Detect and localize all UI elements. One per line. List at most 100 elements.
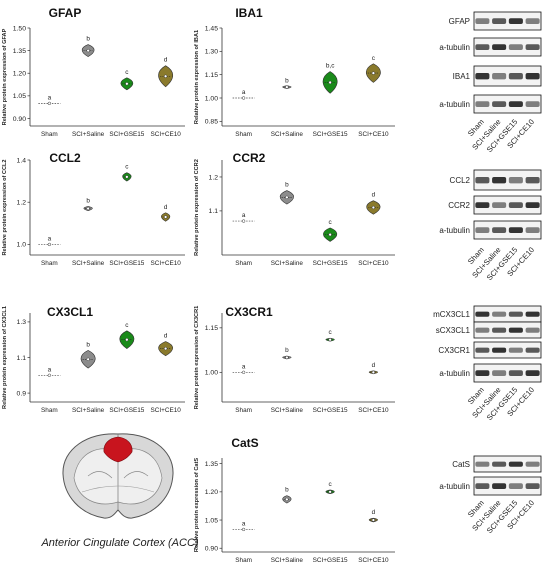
- blot-band: [525, 327, 540, 333]
- significance-letter: c: [125, 164, 129, 171]
- significance-letter: d: [372, 509, 376, 516]
- western-blot-2: CCL2CCR2a-tubulinShamSCI+SalineSCI+GSE15…: [439, 169, 542, 282]
- data-point: [285, 355, 289, 360]
- significance-letter: c: [329, 219, 333, 226]
- western-blot-3: mCX3CL1sCX3CL1CX3CR1a-tubulinShamSCI+Sal…: [433, 305, 542, 422]
- blot-row-frame: [473, 94, 542, 114]
- y-axis-label: Relative protein expression of GFAP: [2, 28, 8, 125]
- significance-letter: a: [242, 89, 246, 96]
- significance-letter: b: [285, 182, 289, 189]
- blot-band: [508, 101, 523, 108]
- blot-row-label: IBA1: [453, 72, 471, 81]
- x-tick-label: SCI+GSE15: [313, 131, 348, 138]
- data-point: [371, 518, 376, 522]
- y-tick-label: 1.2: [17, 200, 27, 207]
- blot-row-label: a-tubulin: [439, 100, 470, 109]
- y-tick-label: 0.85: [205, 119, 218, 126]
- blot-band: [492, 461, 507, 467]
- x-tick-label: Sham: [235, 131, 252, 138]
- blot-band: [475, 347, 490, 353]
- blot-band: [475, 370, 490, 377]
- y-tick-label: 1.20: [13, 71, 26, 78]
- western-blot-4: CatSa-tubulinShamSCI+SalineSCI+GSE15SCI+…: [439, 455, 542, 535]
- y-tick-label: 0.90: [205, 546, 218, 553]
- blot-band: [508, 44, 523, 51]
- x-tick-label: SCI+GSE15: [109, 131, 144, 138]
- blot-band: [492, 202, 507, 209]
- significance-letter: c: [329, 481, 333, 488]
- data-point: [371, 71, 376, 75]
- blot-band: [492, 18, 507, 25]
- blot-row-frame: [473, 321, 542, 339]
- data-point: [328, 232, 332, 237]
- blot-band: [525, 347, 540, 353]
- significance-letter: d: [372, 192, 376, 199]
- data-point: [371, 205, 376, 210]
- blot-band: [475, 73, 490, 80]
- significance-letter: d: [164, 332, 168, 339]
- data-point: [285, 195, 289, 199]
- chart-panel-cx3cl1: CX3CL1 Relative protein expression of CX3…: [2, 305, 185, 414]
- blot-row-label: a-tubulin: [439, 482, 470, 491]
- x-tick-label: SCI+CE10: [358, 407, 389, 414]
- chart-title: IBA1: [235, 6, 263, 20]
- y-axis-label: Relative protein expression of CX3CR1: [194, 306, 200, 410]
- data-point: [371, 370, 376, 374]
- y-tick-label: 1.30: [205, 49, 218, 56]
- y-tick-label: 1.45: [205, 25, 218, 32]
- blot-band: [492, 483, 507, 490]
- y-tick-label: 1.15: [205, 325, 218, 332]
- y-axis-label: Relative protein expression of CCR2: [194, 159, 200, 256]
- y-tick-label: 1.1: [17, 355, 27, 362]
- blot-row-label: a-tubulin: [439, 43, 470, 52]
- y-tick-label: 1.1: [209, 208, 219, 215]
- x-tick-label: SCI+GSE15: [313, 260, 348, 267]
- x-tick-label: SCI+CE10: [150, 407, 181, 414]
- y-tick-label: 0.90: [13, 116, 26, 123]
- blot-band: [508, 73, 523, 80]
- blot-band: [525, 311, 540, 317]
- brain-contour: [81, 485, 155, 493]
- chart-title: CCL2: [49, 151, 81, 165]
- blot-band: [475, 227, 490, 234]
- y-tick-label: 1.35: [13, 48, 26, 55]
- significance-letter: b: [285, 487, 289, 494]
- blot-band: [475, 483, 490, 490]
- blot-band: [508, 202, 523, 209]
- significance-letter: d: [164, 57, 168, 64]
- blot-row-label: CX3CR1: [438, 346, 470, 355]
- blot-band: [492, 177, 507, 184]
- blot-row-frame: [473, 195, 542, 215]
- blot-band: [508, 483, 523, 490]
- blot-row-frame: [473, 220, 542, 240]
- data-point: [285, 497, 289, 502]
- significance-letter: d: [372, 362, 376, 369]
- x-tick-label: SCI+Saline: [271, 407, 304, 414]
- y-tick-label: 1.20: [205, 489, 218, 496]
- blot-band: [525, 461, 540, 467]
- x-tick-label: SCI+Saline: [72, 407, 105, 414]
- blot-band: [508, 347, 523, 353]
- significance-letter: a: [242, 212, 246, 219]
- x-tick-label: SCI+Saline: [271, 131, 304, 138]
- data-point: [125, 338, 129, 342]
- blot-band: [475, 44, 490, 51]
- y-tick-label: 1.00: [205, 370, 218, 377]
- y-tick-label: 1.0: [17, 242, 27, 249]
- blot-row-frame: [473, 476, 542, 496]
- significance-letter: a: [48, 235, 52, 242]
- blot-row-label: CCR2: [448, 201, 470, 210]
- y-tick-label: 1.05: [205, 517, 218, 524]
- blot-band: [475, 461, 490, 467]
- significance-letter: b,c: [326, 63, 335, 70]
- acc-highlight-region: [103, 436, 133, 463]
- blot-band: [525, 18, 540, 25]
- data-point: [328, 80, 332, 85]
- blot-band: [508, 18, 523, 25]
- blot-band: [508, 370, 523, 377]
- y-tick-label: 1.50: [13, 25, 26, 32]
- x-tick-label: SCI+Saline: [72, 260, 105, 267]
- blot-row-label: a-tubulin: [439, 369, 470, 378]
- blot-band: [508, 461, 523, 467]
